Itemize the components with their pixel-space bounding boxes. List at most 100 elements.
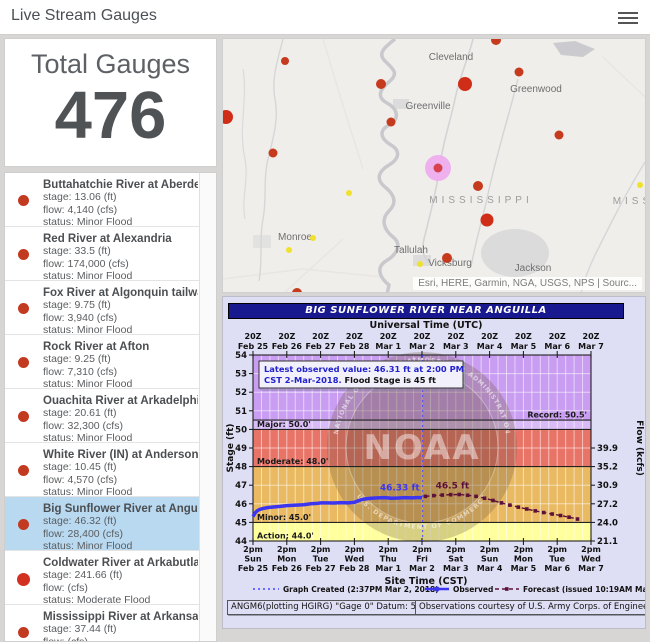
map-marker[interactable] [481,214,494,227]
gauge-status-dot [18,303,29,314]
svg-text:Feb 25: Feb 25 [238,564,269,573]
forecast-point [576,517,580,521]
map-marker[interactable] [286,247,292,253]
threshold-label: Moderate: 48.0' [257,457,328,466]
map-marker[interactable] [292,288,302,293]
map-marker[interactable] [515,68,524,77]
map-marker[interactable] [223,110,233,124]
map-marker[interactable] [310,235,316,241]
map-marker[interactable] [281,57,289,65]
list-scrollbar[interactable] [199,173,216,641]
list-item[interactable]: Coldwater River at Arkabutla Damstage: 2… [5,551,202,605]
gauge-stage: stage: 20.61 (ft) [43,407,198,420]
svg-text:Sat: Sat [448,555,463,564]
svg-text:Stage (ft): Stage (ft) [226,424,236,473]
map-marker[interactable] [376,79,386,89]
map-marker[interactable] [555,131,564,140]
gauge-name: Big Sunflower River at Anguilla [43,503,198,515]
svg-text:Mar 3: Mar 3 [443,342,469,351]
forecast-point [466,493,470,497]
svg-text:Mon: Mon [514,555,533,564]
latest-observed-annotation: Latest observed value: 46.31 ft at 2:00 … [259,361,465,390]
svg-text:2pm: 2pm [277,545,297,554]
svg-text:2pm: 2pm [480,545,500,554]
forecast-point [449,493,453,497]
svg-text:45: 45 [235,518,247,528]
gauge-stage: stage: 13.06 (ft) [43,191,198,204]
svg-text:48: 48 [235,463,247,473]
total-gauges-value: 476 [5,77,216,154]
map-marker[interactable] [491,39,501,45]
gauge-status-dot [17,573,30,586]
svg-text:Universal Time (UTC): Universal Time (UTC) [370,320,483,331]
map-marker[interactable] [442,253,452,263]
svg-text:53: 53 [235,370,247,380]
svg-text:Fri: Fri [416,555,428,564]
svg-text:Mar 4: Mar 4 [477,342,503,351]
total-gauges-label: Total Gauges [5,49,216,80]
svg-text:20Z: 20Z [447,332,464,341]
gauge-flow: flow: (cfs) [43,582,198,595]
list-item[interactable]: Fox River at Algonquin tailwaterstage: 9… [5,281,202,335]
map-marker[interactable] [637,182,643,188]
forecast-point [517,505,521,509]
svg-text:54: 54 [235,351,247,361]
gauge-stage: stage: 9.25 (ft) [43,353,198,366]
forecast-point [474,495,478,499]
map-marker[interactable] [269,149,278,158]
forecast-point [440,493,444,497]
svg-text:50: 50 [235,425,247,435]
svg-text:52: 52 [235,388,247,398]
observations-credit-box: Observations courtesy of U.S. Army Corps… [415,600,646,615]
gauge-stage: stage: 37.44 (ft) [43,623,198,636]
svg-text:Flow (kcfs): Flow (kcfs) [634,420,644,476]
gauge-status-dot [18,357,29,368]
svg-text:Mar 6: Mar 6 [544,564,570,573]
svg-text:Mar 4: Mar 4 [477,564,503,573]
gage-datum-box: ANGM6(plotting HGIRG) "Gage 0" Datum: 51… [227,600,443,615]
gauge-status-dot [18,627,29,638]
map-label-tallulah: Tallulah [394,245,428,256]
selected-gauge-marker[interactable] [434,164,443,173]
gauge-name: Ouachita River at Arkadelphia [43,395,198,407]
svg-text:NOAA: NOAA [363,428,480,468]
map-marker[interactable] [417,261,423,267]
svg-text:46: 46 [235,500,247,510]
gauge-flow: flow: 7,310 (cfs) [43,366,198,379]
map-canvas[interactable]: ClevelandGreenvilleGreenwoodMonroeTallul… [223,39,646,293]
gauge-flow: flow: 3,940 (cfs) [43,312,198,325]
svg-text:Feb 28: Feb 28 [339,564,370,573]
svg-text:Mar 5: Mar 5 [511,564,537,573]
svg-text:47: 47 [235,481,247,491]
svg-text:20Z: 20Z [549,332,566,341]
map-marker[interactable] [387,118,396,127]
gauge-flow: flow: 4,570 (cfs) [43,474,198,487]
svg-text:Forecast (issued 10:19AM Mar 2: Forecast (issued 10:19AM Mar 2) [523,585,646,594]
svg-text:CST 2-Mar-2018. Flood Stage is: CST 2-Mar-2018. Flood Stage is 45 ft [264,375,436,385]
svg-text:2pm: 2pm [412,545,432,554]
svg-text:Feb 28: Feb 28 [339,342,370,351]
map-marker[interactable] [458,77,472,91]
map-marker[interactable] [473,181,483,191]
map-marker[interactable] [346,190,352,196]
svg-text:Thu: Thu [380,555,397,564]
svg-text:20Z: 20Z [515,332,532,341]
svg-text:Feb 25: Feb 25 [238,342,269,351]
page-title: Live Stream Gauges [11,7,157,25]
svg-text:Observed: Observed [453,585,493,594]
forecast-point [550,512,554,516]
hydrograph-chart: NATIONAL OCEANIC AND ATMOSPHERIC ADMINIS… [223,297,646,629]
map-label-mississ: MISSISS [613,196,646,207]
hamburger-menu-icon[interactable] [618,9,638,25]
gauge-flow: flow: 28,400 (cfs) [43,528,198,541]
svg-text:Mar 6: Mar 6 [544,342,570,351]
gauge-name: Buttahatchie River at Aberdeen [43,179,198,191]
